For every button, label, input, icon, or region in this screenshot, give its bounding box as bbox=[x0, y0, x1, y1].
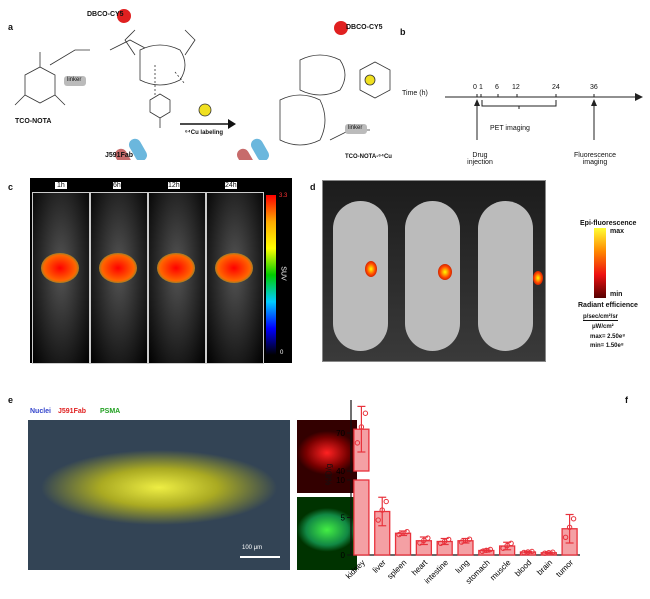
data-point bbox=[500, 545, 506, 551]
psma-channel-image bbox=[297, 497, 357, 570]
tick-24: 24 bbox=[552, 84, 560, 91]
data-point bbox=[566, 524, 573, 531]
x-tick-label: tumor bbox=[554, 558, 575, 579]
y-tick-label: 10 bbox=[336, 476, 345, 485]
data-point bbox=[466, 536, 473, 542]
merged-microscopy-image bbox=[28, 420, 290, 570]
tco-nota-label: TCO-NOTA bbox=[15, 118, 52, 125]
data-point bbox=[358, 424, 365, 430]
time-1h: 1h bbox=[55, 182, 67, 189]
data-point bbox=[550, 549, 556, 555]
time-axis-label: Time (h) bbox=[402, 90, 428, 97]
linker-label: linker bbox=[67, 77, 82, 83]
panel-c-label: c bbox=[8, 182, 14, 192]
data-point bbox=[570, 516, 577, 522]
tick-6: 6 bbox=[495, 84, 499, 91]
panel-b-label: b bbox=[400, 27, 406, 37]
data-point bbox=[437, 540, 444, 546]
x-tick-label: blood bbox=[513, 558, 533, 578]
data-point bbox=[508, 540, 514, 547]
data-point bbox=[562, 534, 569, 540]
min-value: min= 1.50e⁸ bbox=[590, 343, 624, 349]
x-tick-label: lung bbox=[454, 558, 471, 575]
x-tick-label: muscle bbox=[488, 558, 513, 583]
pet-imaging-label: PET imaging bbox=[490, 125, 530, 132]
fluorescence-max: max bbox=[610, 228, 625, 235]
time-6h: 6h bbox=[113, 182, 121, 189]
x-tick-label: brain bbox=[535, 558, 554, 577]
x-tick-label: spleen bbox=[385, 558, 408, 581]
dbco-cy5-product-label: DBCO-CY5 bbox=[346, 24, 383, 31]
time-12h: 12h bbox=[168, 182, 180, 189]
pet-mouse-24h bbox=[206, 192, 264, 364]
x-tick-label: liver bbox=[371, 558, 388, 575]
tick-0: 0 bbox=[473, 84, 477, 91]
data-point bbox=[487, 546, 494, 553]
legend-psma: PSMA bbox=[100, 408, 121, 415]
pet-mouse-1h bbox=[32, 192, 90, 364]
j591fab-channel-image bbox=[297, 420, 357, 493]
suv-max: 3.3 bbox=[279, 193, 288, 199]
data-point bbox=[529, 548, 535, 555]
data-point bbox=[383, 498, 389, 505]
data-point bbox=[362, 410, 369, 416]
epi-fluorescence-label: Epi-fluorescence bbox=[580, 220, 637, 227]
radiant-efficience-label: Radiant efficience bbox=[578, 302, 638, 309]
tick-12: 12 bbox=[512, 84, 520, 91]
y-tick-label: 5 bbox=[341, 514, 346, 523]
data-point bbox=[425, 535, 431, 541]
time-24h: 24h bbox=[225, 182, 237, 189]
fluorescence-min: min bbox=[610, 291, 623, 298]
fluorescence-colorbar bbox=[594, 228, 606, 298]
pet-mouse-6h bbox=[90, 192, 148, 364]
pet-mouse-12h bbox=[148, 192, 206, 364]
panel-e-label: e bbox=[8, 395, 14, 405]
y-tick-label: 70 bbox=[336, 429, 345, 438]
scale-bar-label: 100 μm bbox=[242, 545, 263, 551]
data-point bbox=[417, 540, 423, 546]
drug-injection-label: Drug injection bbox=[467, 152, 493, 166]
scale-bar bbox=[240, 556, 280, 558]
timeline bbox=[445, 93, 643, 140]
cu-labeling-label: ⁶⁴Cu labeling bbox=[185, 130, 224, 136]
data-point bbox=[504, 542, 510, 549]
data-point bbox=[375, 517, 381, 523]
j591fab-label: J591Fab bbox=[105, 152, 134, 159]
data-point bbox=[445, 536, 452, 543]
legend-nuclei: Nuclei bbox=[30, 408, 52, 415]
dbco-cy5-label: DBCO-CY5 bbox=[87, 11, 124, 18]
panel-d-label: d bbox=[310, 182, 316, 192]
y-tick-label: 40 bbox=[336, 467, 345, 476]
bar bbox=[353, 479, 370, 556]
data-point bbox=[421, 537, 427, 544]
panel-a-scheme bbox=[14, 9, 391, 160]
data-point bbox=[379, 507, 385, 513]
max-value: max= 2.50e⁸ bbox=[590, 334, 626, 340]
x-tick-label: kidney bbox=[344, 558, 367, 581]
suv-colorbar bbox=[266, 195, 276, 355]
unit-denominator: μW/cm² bbox=[592, 324, 614, 330]
tick-1: 1 bbox=[479, 84, 483, 91]
panel-f-label: f bbox=[625, 395, 628, 405]
fluorescence-image bbox=[322, 180, 546, 362]
tick-36: 36 bbox=[590, 84, 598, 91]
y-tick-label: 0 bbox=[341, 551, 346, 560]
data-point bbox=[354, 440, 361, 446]
legend-j591fab: J591Fab bbox=[58, 408, 87, 415]
panel-a-label: a bbox=[8, 22, 14, 32]
data-point bbox=[404, 528, 410, 535]
linker-product-label: linker bbox=[348, 125, 363, 131]
unit-numerator: p/sec/cm²/sr bbox=[583, 314, 619, 321]
suv-min: 0 bbox=[280, 350, 284, 356]
tco-nota-cu-label: TCO-NOTA-⁶⁴Cu bbox=[345, 154, 392, 160]
x-tick-label: intestine bbox=[423, 558, 451, 586]
fluorescence-imaging-label: Fluorescence imaging bbox=[573, 152, 617, 166]
